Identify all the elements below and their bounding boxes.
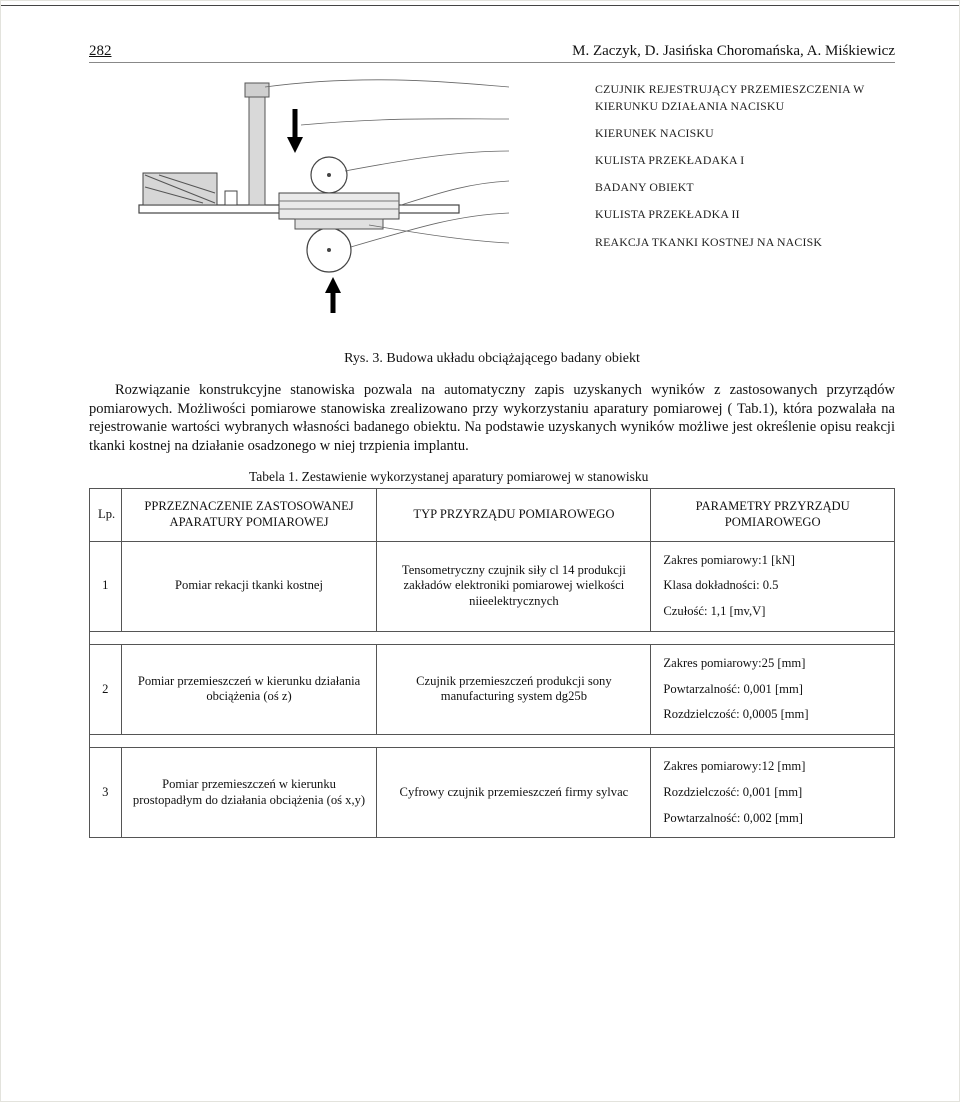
param-line: Zakres pomiarowy:12 [mm] bbox=[663, 754, 886, 780]
table-row: 3 Pomiar przemieszczeń w kierunku prosto… bbox=[90, 748, 895, 838]
param-line: Rozdzielczość: 0,0005 [mm] bbox=[663, 702, 886, 728]
param-line: Rozdzielczość: 0,001 [mm] bbox=[663, 780, 886, 806]
figure-label-object: BADANY OBIEKT bbox=[595, 179, 895, 196]
cell-type: Tensometryczny czujnik siły cl 14 produk… bbox=[377, 541, 651, 631]
cell-lp: 1 bbox=[90, 541, 122, 631]
param-line: Zakres pomiarowy:25 [mm] bbox=[663, 651, 886, 677]
table-row: 1 Pomiar rekacji tkanki kostnej Tensomet… bbox=[90, 541, 895, 631]
cell-purpose: Pomiar rekacji tkanki kostnej bbox=[121, 541, 377, 631]
param-line: Powtarzalność: 0,001 [mm] bbox=[663, 677, 886, 703]
cell-params: Zakres pomiarowy:25 [mm] Powtarzalność: … bbox=[651, 644, 895, 734]
th-purpose: PPRZEZNACZENIE ZASTOSOWANEJ APARATURY PO… bbox=[121, 489, 377, 541]
page-authors: M. Zaczyk, D. Jasińska Choromańska, A. M… bbox=[572, 43, 895, 60]
cell-type: Czujnik przemieszczeń produkcji sony man… bbox=[377, 644, 651, 734]
cell-params: Zakres pomiarowy:1 [kN] Klasa dokładnośc… bbox=[651, 541, 895, 631]
figure-label-force-dir: KIERUNEK NACISKU bbox=[595, 125, 895, 142]
th-type: TYP PRZYRZĄDU POMIAROWEGO bbox=[377, 489, 651, 541]
equipment-table: Lp. PPRZEZNACZENIE ZASTOSOWANEJ APARATUR… bbox=[89, 488, 895, 838]
page: 282 M. Zaczyk, D. Jasińska Choromańska, … bbox=[0, 0, 960, 1102]
cell-purpose: Pomiar przemieszczeń w kierunku działani… bbox=[121, 644, 377, 734]
page-top-border bbox=[1, 5, 959, 6]
cell-lp: 2 bbox=[90, 644, 122, 734]
param-line: Czułość: 1,1 [mv,V] bbox=[663, 599, 886, 625]
param-line: Powtarzalność: 0,002 [mm] bbox=[663, 806, 886, 832]
figure-label-ball1: KULISTA PRZEKŁADAKA I bbox=[595, 152, 895, 169]
figure-svg bbox=[129, 75, 599, 335]
page-header: 282 M. Zaczyk, D. Jasińska Choromańska, … bbox=[89, 37, 895, 63]
th-lp: Lp. bbox=[90, 489, 122, 541]
figure-label-reaction: REAKCJA TKANKI KOSTNEJ NA NACISK bbox=[595, 234, 895, 251]
figure-label-ball2: KULISTA PRZEKŁADKA II bbox=[595, 206, 895, 223]
th-params: PARAMETRY PRZYRZĄDU POMIAROWEGO bbox=[651, 489, 895, 541]
figure-caption: Rys. 3. Budowa układu obciążającego bada… bbox=[89, 351, 895, 367]
cell-purpose: Pomiar przemieszczeń w kierunku prostopa… bbox=[121, 748, 377, 838]
param-line: Zakres pomiarowy:1 [kN] bbox=[663, 548, 886, 574]
cell-params: Zakres pomiarowy:12 [mm] Rozdzielczość: … bbox=[651, 748, 895, 838]
page-number: 282 bbox=[89, 43, 112, 60]
cell-type: Cyfrowy czujnik przemieszczeń firmy sylv… bbox=[377, 748, 651, 838]
table-header-row: Lp. PPRZEZNACZENIE ZASTOSOWANEJ APARATUR… bbox=[90, 489, 895, 541]
table-caption: Tabela 1. Zestawienie wykorzystanej apar… bbox=[89, 469, 895, 485]
param-line: Klasa dokładności: 0.5 bbox=[663, 573, 886, 599]
body-paragraph: Rozwiązanie konstrukcyjne stanowiska poz… bbox=[89, 381, 895, 455]
figure-labels: CZUJNIK REJESTRUJĄCY PRZEMIESZCZENIA W K… bbox=[595, 81, 895, 261]
table-row: 2 Pomiar przemieszczeń w kierunku działa… bbox=[90, 644, 895, 734]
cell-lp: 3 bbox=[90, 748, 122, 838]
figure-label-sensor: CZUJNIK REJESTRUJĄCY PRZEMIESZCZENIA W K… bbox=[595, 81, 895, 115]
figure-wrap: CZUJNIK REJESTRUJĄCY PRZEMIESZCZENIA W K… bbox=[89, 75, 895, 343]
